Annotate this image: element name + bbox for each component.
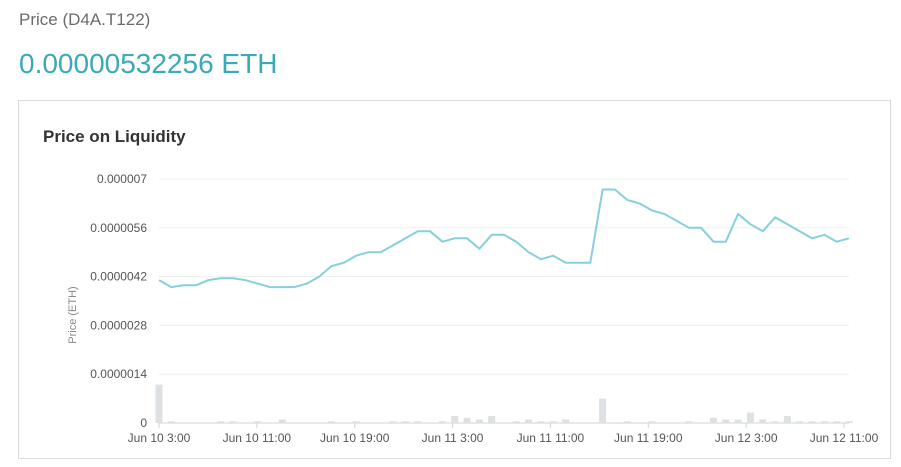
liquidity-bar	[685, 421, 693, 423]
liquidity-bar	[549, 421, 557, 423]
price-line	[158, 188, 850, 289]
liquidity-bar	[808, 421, 816, 423]
liquidity-bar	[167, 421, 175, 423]
liquidity-bar	[475, 419, 483, 423]
liquidity-bar	[783, 416, 791, 423]
liquidity-bar	[278, 419, 286, 423]
liquidity-bar	[709, 417, 717, 423]
price-header: Price (D4A.T122)	[19, 10, 150, 30]
y-tick-label: 0.0000056	[90, 221, 147, 235]
liquidity-bar	[562, 419, 570, 423]
x-tick-label: Jun 12 3:00	[715, 431, 778, 445]
liquidity-bar	[845, 421, 853, 423]
price-line-layer	[158, 188, 850, 289]
x-tick-label: Jun 11 19:00	[614, 431, 683, 445]
x-axis-ticks: Jun 10 3:00 Jun 10 11:00 Jun 10 19:00 Jun 1…	[128, 423, 879, 445]
liquidity-bar	[759, 419, 767, 423]
liquidity-bar	[746, 412, 754, 423]
liquidity-bar	[217, 421, 225, 423]
y-tick-label: 0.0000014	[90, 367, 147, 381]
x-tick-label: Jun 10 11:00	[223, 431, 292, 445]
chart-card: Price on Liquidity 0.000007 0.0000056 0.00…	[18, 100, 891, 459]
liquidity-bar	[438, 421, 446, 423]
liquidity-bar	[229, 421, 237, 423]
liquidity-bar	[352, 421, 360, 423]
liquidity-bar	[820, 421, 828, 423]
liquidity-bar	[648, 421, 656, 423]
liquidity-bar	[796, 421, 804, 423]
y-tick-label: 0.000007	[97, 172, 147, 186]
liquidity-bar	[328, 421, 335, 423]
liquidity-bar	[512, 421, 520, 423]
x-tick-label: Jun 10 3:00	[128, 431, 191, 445]
price-label: Price (D4A.T122)	[19, 10, 151, 29]
liquidity-bar	[722, 419, 730, 423]
liquidity-bar	[463, 417, 471, 423]
liquidity-bar	[488, 416, 496, 423]
liquidity-bar	[734, 419, 742, 423]
liquidity-bar	[451, 416, 459, 423]
liquidity-bar	[771, 421, 779, 423]
chart-title: Price on Liquidity	[43, 127, 186, 146]
x-tick-label: Jun 11 11:00	[517, 431, 585, 445]
liquidity-bar	[623, 421, 631, 423]
y-axis-label: Price (ETH)	[67, 286, 79, 343]
liquidity-bar	[525, 419, 533, 423]
x-tick-label: Jun 11 3:00	[422, 431, 484, 445]
liquidity-bars	[155, 384, 853, 423]
liquidity-bar	[414, 421, 422, 423]
liquidity-bar	[155, 384, 163, 423]
x-tick-label: Jun 10 19:00	[320, 431, 390, 445]
liquidity-bar	[537, 421, 545, 423]
liquidity-bar	[389, 421, 397, 423]
liquidity-bar	[401, 421, 409, 423]
x-tick-label: Jun 12 11:00	[810, 431, 879, 445]
price-value: 0.00000532256 ETH	[19, 48, 278, 79]
y-tick-label: 0	[140, 416, 147, 430]
liquidity-bar	[254, 421, 262, 423]
liquidity-bar	[833, 421, 841, 423]
y-tick-label: 0.0000042	[90, 270, 147, 284]
liquidity-bar	[599, 398, 607, 423]
y-tick-label: 0.0000028	[90, 318, 147, 332]
grid-lines	[159, 178, 849, 424]
y-axis-ticks: 0.000007 0.0000056 0.0000042 0.0000028 0.000…	[90, 172, 147, 430]
price-chart: 0.000007 0.0000056 0.0000042 0.0000028 0.000…	[67, 172, 879, 445]
